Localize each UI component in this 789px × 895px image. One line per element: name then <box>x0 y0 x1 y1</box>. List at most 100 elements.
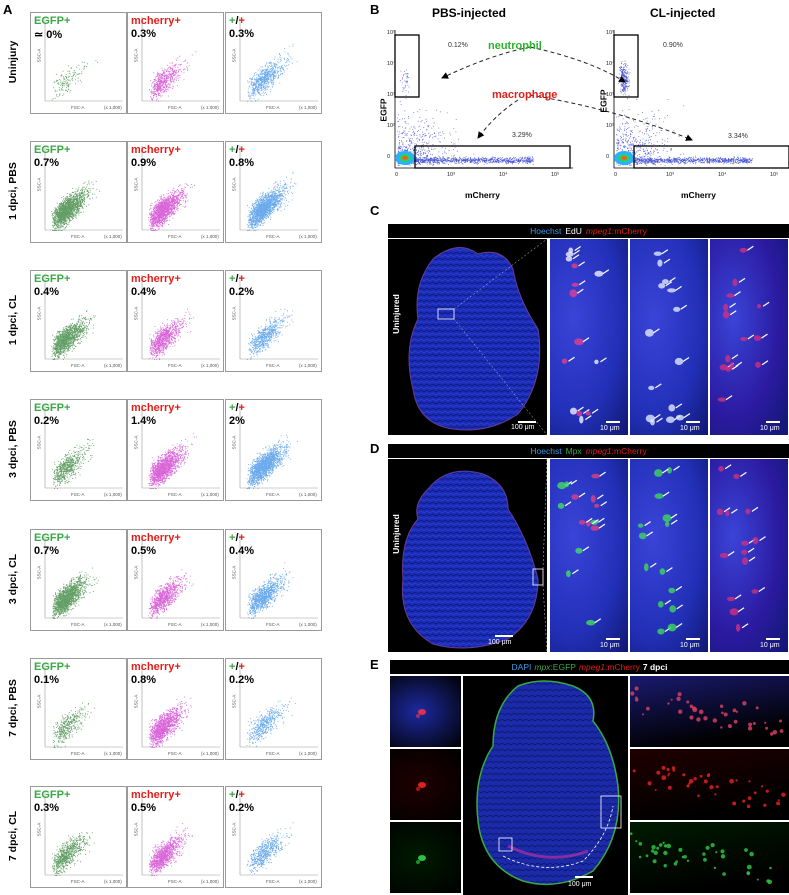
panel-e-right-tile <box>630 676 789 747</box>
facs-scale-note: (x 1,000) <box>104 234 122 239</box>
facs-y-axis-label: SSC-A <box>231 177 237 192</box>
slash: / <box>235 661 239 673</box>
facs-x-axis-label: FSC-A <box>266 622 280 627</box>
facs-y-axis-label: SSC-A <box>133 48 139 63</box>
facs-y-axis-label: SSC-A <box>133 177 139 192</box>
zoom-scale-label: 10 μm <box>680 425 700 432</box>
facs-scale-note: (x 1,000) <box>104 751 122 756</box>
cl-x-axis-label: mCherry <box>681 190 716 200</box>
facs-percent: 0.5% <box>131 802 157 814</box>
facs-gate-label: EGFP+ <box>34 532 71 544</box>
facs-plot: +/+ 0.2% FSC-A SSC-A (x 1,000) <box>225 658 322 760</box>
facs-x-axis-label: FSC-A <box>71 622 85 627</box>
plus-red: + <box>238 789 245 801</box>
facs-events <box>148 183 195 231</box>
annotation-arrow <box>441 46 531 79</box>
facs-y-axis-label: SSC-A <box>231 435 237 450</box>
facs-y-axis-label: SSC-A <box>133 822 139 837</box>
facs-scatter <box>44 404 123 489</box>
facs-x-axis-label: FSC-A <box>266 234 280 239</box>
facs-x-axis-label: FSC-A <box>71 234 85 239</box>
panel-c-header: Hoechst EdU mpeg1:mCherry <box>388 224 789 238</box>
flow-x-tick: 10³ <box>447 172 455 178</box>
facs-x-axis-label: FSC-A <box>266 363 280 368</box>
facs-events <box>246 171 297 231</box>
facs-scale-note: (x 1,000) <box>299 234 317 239</box>
facs-scatter <box>239 404 318 489</box>
facs-gate-label: +/+ <box>229 402 245 414</box>
zoom-scalebar <box>606 421 620 423</box>
flow-y-tick: 10⁴ <box>606 61 615 67</box>
facs-x-axis-label: FSC-A <box>266 492 280 497</box>
annotation-arrow <box>529 94 693 141</box>
facs-scatter <box>44 275 123 360</box>
panel-c-side-label: Uninjured <box>391 294 401 334</box>
facs-percent: 0.4% <box>34 286 60 298</box>
row-label: 3 dpci, PBS <box>7 420 19 478</box>
plus-green: + <box>229 789 236 801</box>
flow-x-tick: 10⁴ <box>718 172 727 178</box>
flow-x-tick: 10⁴ <box>499 172 508 178</box>
facs-gate-label: +/+ <box>229 532 245 544</box>
panel-c-overview: Uninjured 100 μm <box>388 239 547 435</box>
facs-gate-label: +/+ <box>229 789 245 801</box>
plus-red: + <box>238 15 245 27</box>
row-label: 7 dpci, PBS <box>7 679 19 737</box>
facs-scatter <box>239 146 318 231</box>
pbs-x-axis-label: mCherry <box>465 190 500 200</box>
facs-gate-label: +/+ <box>229 661 245 673</box>
facs-scale-note: (x 1,000) <box>104 105 122 110</box>
slash: / <box>235 402 239 414</box>
hoechst-label-d: Hoechst <box>530 446 562 456</box>
facs-scale-note: (x 1,000) <box>201 879 219 884</box>
cl-neutrophil-pct: 0.90% <box>663 42 683 49</box>
panel-e-heart-image <box>476 680 622 886</box>
panel-c-scalebar <box>518 421 536 423</box>
panel-c-scale-label: 100 μm <box>511 424 535 431</box>
annotation-arrow <box>477 99 519 139</box>
facs-y-axis-label: SSC-A <box>133 435 139 450</box>
plus-green: + <box>229 402 236 414</box>
facs-scatter <box>239 663 318 748</box>
facs-y-axis-label: SSC-A <box>231 694 237 709</box>
zoom-scalebar <box>686 638 700 640</box>
facs-gate-label: +/+ <box>229 144 245 156</box>
panel-e-letter: E <box>370 657 379 672</box>
facs-plot: mcherry+ 0.9% FSC-A SSC-A (x 1,000) <box>127 141 224 243</box>
flow-x-tick: 10³ <box>666 172 674 178</box>
panel-e-left-tile <box>390 749 461 820</box>
panel-d-scalebar <box>495 635 513 637</box>
neutrophil-annotation: neutrophil <box>488 40 542 52</box>
flow-events <box>397 69 534 166</box>
panel-e-right-tile <box>630 749 789 820</box>
facs-y-axis-label: SSC-A <box>36 694 42 709</box>
plus-red: + <box>238 144 245 156</box>
facs-scatter <box>239 17 318 102</box>
zoom-scalebar <box>606 638 620 640</box>
facs-scale-note: (x 1,000) <box>201 363 219 368</box>
zoom-tile: 10 μm <box>710 239 788 435</box>
facs-events <box>52 702 96 748</box>
zoom-tile: 10 μm <box>550 239 628 435</box>
facs-scatter <box>44 663 123 748</box>
facs-x-axis-label: FSC-A <box>168 751 182 756</box>
mpx-label-e: mpx <box>534 662 551 672</box>
facs-plot: mcherry+ 0.4% FSC-A SSC-A (x 1,000) <box>127 270 224 372</box>
facs-scatter <box>141 791 220 876</box>
facs-x-axis-label: FSC-A <box>71 751 85 756</box>
facs-scatter <box>141 663 220 748</box>
zoom-tile-image <box>645 249 691 426</box>
zoom-tile: 10 μm <box>710 459 788 652</box>
panel-d-scale-label: 100 μm <box>488 639 512 646</box>
facs-y-axis-label: SSC-A <box>231 306 237 321</box>
facs-gate-label: EGFP+ <box>34 144 71 156</box>
facs-plot: EGFP+ 0.3% FSC-A SSC-A (x 1,000) <box>30 786 127 888</box>
facs-scatter <box>239 534 318 619</box>
hoechst-label: Hoechst <box>530 226 562 236</box>
facs-events <box>247 308 294 360</box>
flow-y-tick: 10³ <box>387 92 395 98</box>
facs-gate-label: EGFP+ <box>34 273 71 285</box>
facs-scatter <box>44 17 123 102</box>
row-label: 1 dpci, CL <box>7 294 19 346</box>
facs-percent: 0.7% <box>34 545 60 557</box>
